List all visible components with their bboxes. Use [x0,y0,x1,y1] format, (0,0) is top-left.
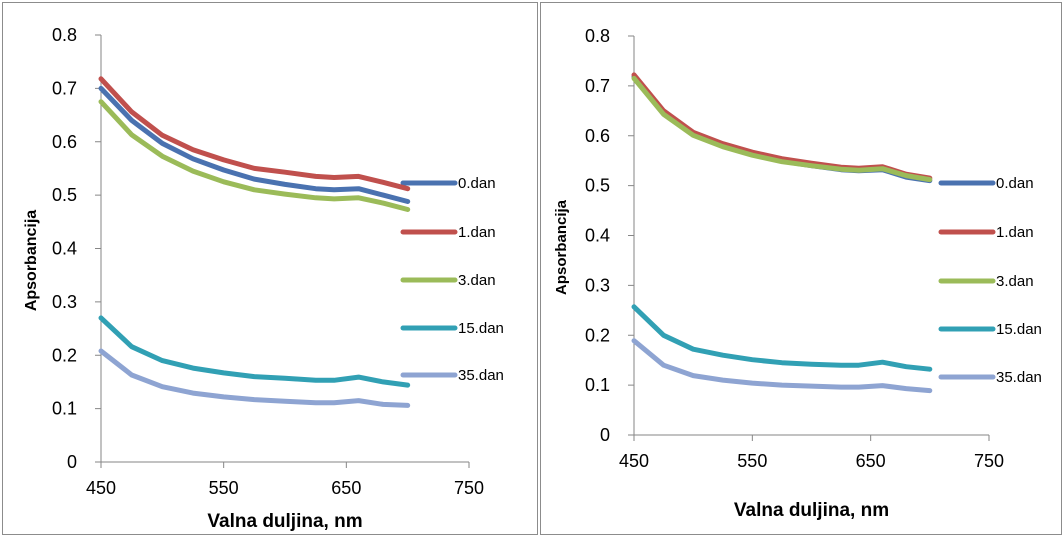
legend-label: 3.dan [458,272,496,289]
series-line-35.dan [631,338,933,394]
chart-panel-left: 0 0.1 0.2 0.3 0.4 0.5 0.6 0.7 0.8 450 550 650 750 Val… [2,2,538,535]
x-tick-label: 550 [737,451,767,471]
x-axis-title: Valna duljina, nm [734,500,889,521]
x-tick-label: 750 [974,451,1004,471]
x-axis-title: Valna duljina, nm [207,511,362,532]
x-tick-label: 650 [856,451,886,471]
y-tick-label: 0 [600,425,610,445]
y-tick-label: 0.6 [52,132,77,152]
series-line-35.dan [98,348,411,408]
x-tick-label: 750 [454,478,484,498]
series-line-0.dan [98,85,411,204]
legend-label: 35.dan [996,369,1042,386]
x-tick-label: 450 [619,451,649,471]
y-tick-label: 0.5 [585,176,610,196]
legend-label: 3.dan [996,273,1034,290]
y-tick-label: 0.2 [52,345,77,365]
y-tick-label: 0.7 [52,78,77,98]
series-line-1.dan [98,76,411,192]
series-line-3.dan [98,99,411,212]
y-axis-title: Apsorbancija [553,199,570,295]
y-tick-label: 0.8 [585,26,610,46]
y-tick-label: 0.1 [585,375,610,395]
y-tick-label: 0.7 [585,76,610,96]
y-axis-title: Apsorbancija [23,210,40,311]
x-tick-label: 450 [86,478,116,498]
y-tick-label: 0.6 [585,126,610,146]
y-tick-label: 0.3 [585,275,610,295]
series-line-3.dan [631,75,933,183]
y-tick-label: 0.1 [52,399,77,419]
legend-label: 15.dan [458,320,504,337]
chart-right: 0 0.1 0.2 0.3 0.4 0.5 0.6 0.7 0.8 450 550 650 750 Val… [553,26,1042,521]
legend-label: 1.dan [458,224,496,241]
x-tick-label: 550 [209,478,239,498]
y-tick-label: 0.3 [52,292,77,312]
y-tick-label: 0.5 [52,185,77,205]
series-line-15.dan [98,315,411,388]
chart-panel-right: 0 0.1 0.2 0.3 0.4 0.5 0.6 0.7 0.8 450 550 650 750 Val… [540,2,1062,535]
y-tick-label: 0.4 [52,239,77,259]
x-tick-label: 650 [331,478,361,498]
y-tick-label: 0.4 [585,226,610,246]
legend-label: 0.dan [996,175,1034,192]
y-tick-label: 0.8 [52,25,77,45]
legend-label: 15.dan [996,321,1042,338]
y-tick-label: 0 [67,452,77,472]
series-line-15.dan [631,304,933,372]
chart-left: 0 0.1 0.2 0.3 0.4 0.5 0.6 0.7 0.8 450 550 650 750 Val… [23,25,504,532]
y-tick-label: 0.2 [585,325,610,345]
legend-label: 1.dan [996,224,1034,241]
legend-label: 0.dan [458,175,496,192]
legend-label: 35.dan [458,367,504,384]
